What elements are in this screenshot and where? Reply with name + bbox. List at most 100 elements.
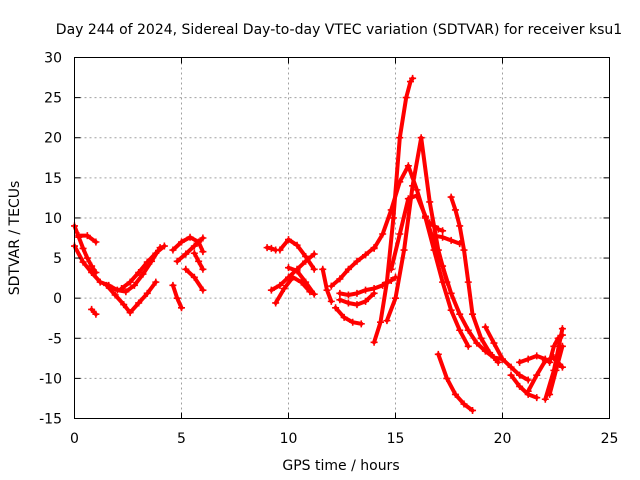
data-point [178,304,185,312]
data-point [336,289,344,297]
series-arc-05 [118,242,168,293]
series-arc-35 [546,331,566,366]
data-point [263,244,271,252]
data-point [494,358,502,366]
data-point [178,238,185,246]
data-point [447,193,455,201]
data-point [558,363,566,371]
data-point [362,286,370,294]
data-point [173,257,181,265]
y-tick-label: -5 [48,331,62,347]
data-point [443,374,451,382]
chart-title: Day 244 of 2024, Sidereal Day-to-day VTE… [56,22,622,38]
data-point [533,352,541,360]
data-point [139,270,147,278]
data-point [396,230,404,238]
data-point [293,267,301,275]
data-point [310,265,318,273]
data-point [267,244,275,252]
data-point [456,222,464,230]
data-point [460,246,468,254]
data-point [88,268,96,276]
series-line [432,233,462,246]
data-point [469,310,477,318]
data-point [353,301,361,309]
series-arc-18 [327,244,378,290]
data-point [199,234,207,242]
y-tick-label: 25 [44,91,62,107]
series-arc-06 [88,305,100,318]
data-point [443,278,451,286]
data-point [120,301,128,309]
data-point [546,390,554,398]
data-point [426,198,434,206]
data-point [302,278,310,286]
data-point [327,297,335,305]
data-point [409,74,417,82]
series-arc-13 [263,244,280,254]
data-point [499,355,506,363]
data-point [310,290,318,298]
x-tick-label: 25 [601,431,619,447]
data-point [434,350,442,358]
x-tick-label: 15 [387,431,405,447]
data-point [464,326,472,334]
series-arc-19 [336,273,399,299]
series-arc-03 [75,232,100,246]
series-line [384,135,449,323]
data-point [182,250,190,258]
series-arc-36 [546,342,566,398]
data-point [464,342,472,350]
series-arc-26 [426,219,447,235]
data-point [96,278,104,286]
data-point [456,326,464,334]
data-point [387,265,395,273]
data-point [558,331,566,339]
data-point [357,320,365,328]
series-arc-28 [434,350,477,414]
data-point [182,265,190,273]
data-point [113,286,121,294]
plot-frame [74,57,610,419]
data-point [130,281,138,289]
data-point [126,309,134,317]
data-point [451,390,459,398]
data-point [402,94,410,102]
data-point [135,268,143,276]
data-point [546,358,554,366]
data-point [83,254,91,262]
series-arc-21 [336,289,378,309]
data-point [486,349,494,357]
series-arc-04 [103,278,160,317]
data-point [92,310,100,318]
y-tick-label: -15 [39,412,62,428]
data-point [143,258,151,266]
data-point [447,289,455,297]
data-point [550,342,558,350]
y-tick-label: 15 [44,171,62,187]
data-point [387,206,395,214]
y-tick-label: 5 [53,251,62,267]
data-point [169,246,177,254]
series-line [329,245,377,289]
series-line [286,265,317,297]
data-point [190,273,198,281]
data-point [190,242,198,250]
data-point [554,334,562,342]
data-point [186,233,194,241]
series-arc-10 [182,265,207,294]
data-point [383,317,391,325]
data-point [118,285,126,293]
data-point [143,289,151,297]
data-point [79,244,87,252]
data-point [126,278,134,286]
data-point [272,299,280,307]
x-tick-label: 10 [280,431,298,447]
data-point [190,249,198,257]
data-point [83,232,91,240]
data-point [310,250,318,258]
x-tick-label: 20 [494,431,512,447]
x-axis-label: GPS time / hours [282,458,399,474]
data-point [421,212,429,220]
data-point [276,281,284,289]
